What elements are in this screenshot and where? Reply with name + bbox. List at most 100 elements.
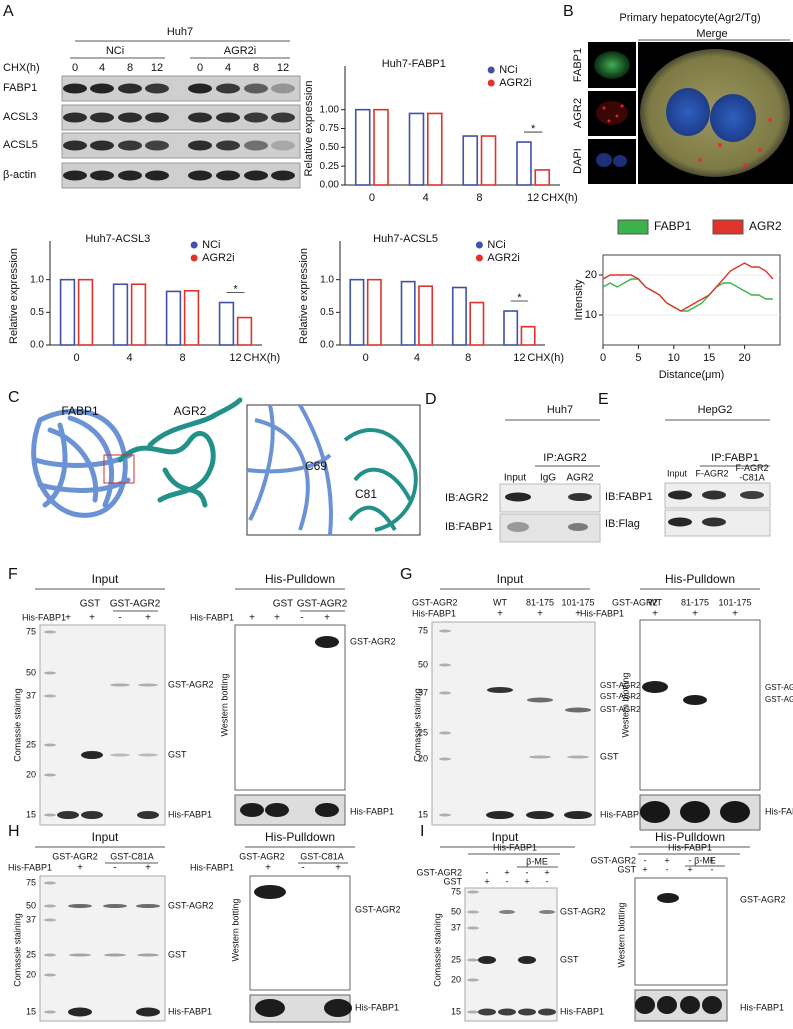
band (439, 757, 451, 761)
band (188, 170, 212, 181)
y-tick-label: 0.75 (320, 123, 340, 134)
bar (165, 290, 182, 346)
label: 0 (197, 62, 203, 74)
marker-label: 20 (418, 753, 428, 763)
label: IB:FABP1 (445, 521, 493, 533)
band (138, 753, 158, 757)
label: 101-175 (718, 597, 751, 607)
cell (596, 101, 628, 125)
marker-label: 15 (451, 1006, 461, 1016)
band (740, 491, 764, 499)
label: C69 (305, 459, 327, 473)
label: His-FABP1 (168, 809, 212, 819)
band (539, 910, 555, 914)
label: + (692, 609, 698, 620)
band (118, 83, 142, 94)
significance: * (517, 292, 522, 304)
band (69, 953, 91, 957)
marker-label: 75 (418, 625, 428, 635)
bar (218, 301, 235, 346)
band (668, 517, 692, 527)
blot (639, 619, 761, 791)
y-tick-label: 20 (585, 269, 597, 281)
y-tick-label: 0.0 (320, 340, 334, 351)
y-tick-label: 1.0 (30, 274, 44, 285)
marker-label: 75 (451, 886, 461, 896)
label: Huh7 (547, 404, 573, 416)
label: GST (600, 751, 619, 761)
bar (418, 285, 434, 346)
label: 4 (225, 62, 231, 74)
label: GST (168, 749, 187, 759)
panel-letter: I (420, 823, 424, 840)
label: His-FABP1 (765, 806, 793, 816)
band (565, 707, 591, 713)
marker-label: 75 (26, 877, 36, 887)
legend-label: FABP1 (654, 219, 692, 233)
label: His-FABP1 (668, 842, 712, 852)
label: GST-AGR2 (560, 906, 606, 916)
label: + (324, 613, 330, 624)
marker-label: 25 (26, 949, 36, 959)
bar (462, 135, 479, 186)
band (478, 956, 496, 964)
label: His-Pulldown (265, 572, 335, 586)
label: + (145, 863, 151, 874)
label: + (249, 613, 255, 624)
label: Comassie staining (12, 913, 22, 987)
band (244, 83, 268, 94)
label: 81-175 (681, 597, 709, 607)
label: His-FABP1 (355, 1002, 399, 1012)
y-axis-label: Intensity (573, 279, 585, 320)
legend-label: AGR2i (499, 77, 531, 89)
bar (520, 325, 536, 346)
band (568, 493, 592, 501)
gel (431, 621, 596, 826)
label: His-FABP1 (493, 842, 537, 852)
label: 8 (253, 62, 259, 74)
bar (534, 169, 551, 186)
speckle (620, 104, 624, 108)
nucleus (613, 155, 627, 167)
label: + (732, 609, 738, 620)
marker-label: 15 (26, 1006, 36, 1016)
marker-label: 75 (26, 626, 36, 636)
label: - (506, 876, 509, 886)
y-tick-label: 0.50 (320, 142, 340, 153)
bar (236, 316, 253, 346)
band (439, 629, 451, 633)
bar (451, 286, 467, 346)
bar (373, 108, 389, 186)
y-tick-label: 0.5 (320, 307, 334, 318)
band (63, 83, 87, 94)
bar (183, 289, 200, 346)
panel-letter: A (3, 3, 14, 20)
speckle (758, 148, 762, 152)
band (44, 953, 56, 957)
band (90, 140, 114, 151)
label: GST-AGR2 (168, 679, 214, 689)
band (568, 523, 588, 531)
legend-label: NCi (202, 239, 220, 251)
label: + (335, 863, 341, 874)
gel (39, 624, 166, 826)
label: - (546, 876, 549, 886)
label: His-FABP1 (600, 809, 644, 819)
band (44, 694, 56, 698)
ribbon (42, 422, 68, 508)
band (499, 910, 515, 914)
x-tick-label: 12 (513, 352, 525, 364)
speckle (698, 158, 702, 162)
speckle (602, 106, 606, 110)
marker-label: 50 (451, 906, 461, 916)
band (702, 996, 722, 1014)
band (118, 112, 142, 123)
label: Input (504, 473, 526, 484)
label: + (544, 867, 549, 877)
band (110, 753, 130, 757)
bar (469, 301, 485, 346)
band (136, 1007, 160, 1017)
legend-label: NCi (487, 239, 505, 251)
label: + (265, 863, 271, 874)
